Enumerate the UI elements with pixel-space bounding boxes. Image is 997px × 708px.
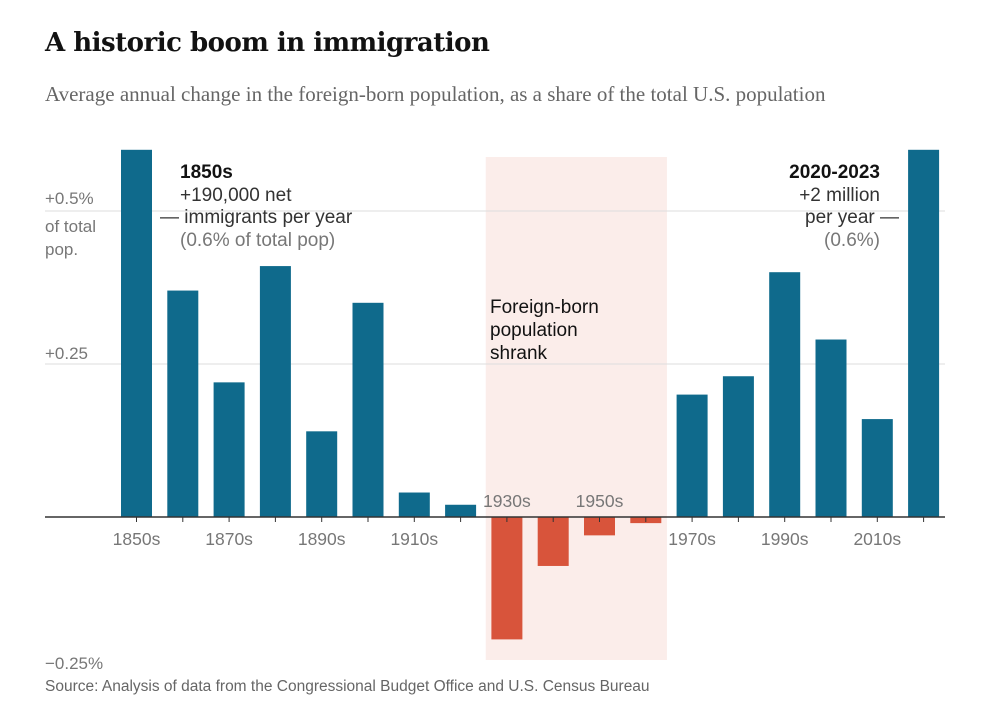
bar-2020-2023 [908, 149, 940, 518]
y-tick-label-high: +0.5% [45, 189, 94, 208]
bar-1920s [445, 504, 477, 517]
x-tick-label-1910s: 1910s [390, 529, 438, 549]
y-tick-label-mid: +0.25 [45, 344, 88, 363]
bar-1900s [352, 302, 384, 517]
annotation-2020-line1: +2 million [799, 185, 880, 206]
chart-title: A historic boom in immigration [45, 28, 490, 58]
x-tick-label-1930s: 1930s [483, 491, 531, 511]
bar-1870s [213, 382, 245, 517]
bar-series [121, 149, 940, 640]
source-note: Source: Analysis of data from the Congre… [45, 678, 650, 695]
bar-1990s [769, 272, 801, 517]
x-tick-label-2010s: 2010s [853, 529, 901, 549]
bar-1970s [676, 394, 708, 517]
bar-2010s [861, 419, 893, 517]
x-axis-ticks [136, 517, 925, 522]
bar-1850s [121, 149, 152, 518]
bar-1930s [491, 517, 523, 640]
bar-1910s [398, 492, 430, 517]
y-unit-label-line2: pop. [45, 240, 78, 259]
bar-1890s [306, 431, 338, 517]
annotation-1850s-line3: (0.6% of total pop) [180, 230, 335, 251]
bar-1860s [167, 290, 199, 517]
x-tick-label-1950s: 1950s [576, 491, 624, 511]
bar-1980s [722, 376, 754, 517]
chart-subtitle: Average annual change in the foreign-bor… [45, 82, 826, 106]
annotation-1850s: 1850s +190,000 net — immigrants per year… [160, 162, 353, 251]
x-tick-label-1890s: 1890s [298, 529, 346, 549]
x-tick-label-1850s: 1850s [113, 529, 161, 549]
annotation-shrank-line3: shrank [490, 343, 548, 364]
bar-1950s [584, 517, 615, 536]
x-axis-labels: 1850s 1870s 1890s 1910s 1930s 1950s 1970s 1990s… [113, 491, 902, 549]
y-axis-labels: +0.5% of total pop. +0.25 −0.25% [45, 189, 103, 673]
annotation-shrank-line2: population [490, 320, 578, 341]
y-unit-label-line1: of total [45, 217, 96, 236]
annotation-1850s-line1: +190,000 net [180, 185, 292, 206]
annotation-2020-line2: per year — [805, 207, 899, 228]
bar-2000s [815, 339, 847, 517]
annotation-1850s-heading: 1850s [180, 162, 233, 183]
annotation-2020-2023: 2020-2023 +2 million per year — (0.6%) [789, 162, 899, 251]
x-tick-label-1870s: 1870s [205, 529, 253, 549]
annotation-1850s-line2: — immigrants per year [160, 207, 353, 228]
bar-1940s [537, 517, 569, 566]
annotation-shrank: Foreign-born population shrank [490, 297, 599, 364]
x-tick-label-1990s: 1990s [761, 529, 809, 549]
annotation-shrank-line1: Foreign-born [490, 297, 599, 318]
bar-1880s [259, 266, 291, 517]
annotation-2020-heading: 2020-2023 [789, 162, 880, 183]
y-tick-label-low: −0.25% [45, 654, 103, 673]
x-tick-label-1970s: 1970s [668, 529, 716, 549]
annotation-2020-line3: (0.6%) [824, 230, 880, 251]
